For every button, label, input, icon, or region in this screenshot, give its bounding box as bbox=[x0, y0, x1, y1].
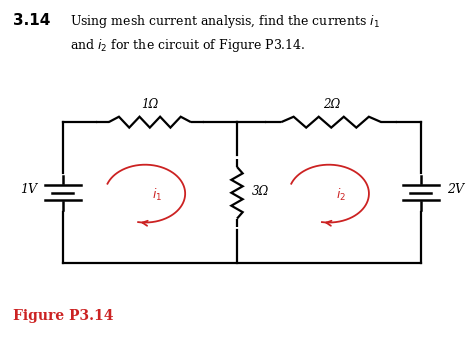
Text: and $\it{i}_{2}$ for the circuit of Figure P3.14.: and $\it{i}_{2}$ for the circuit of Figu… bbox=[70, 37, 305, 54]
Text: 1V: 1V bbox=[20, 183, 36, 196]
Text: Figure P3.14: Figure P3.14 bbox=[13, 309, 114, 323]
Text: $i_1$: $i_1$ bbox=[152, 187, 162, 203]
Text: 2V: 2V bbox=[447, 183, 464, 196]
Text: $i_2$: $i_2$ bbox=[336, 187, 346, 203]
Text: 1Ω: 1Ω bbox=[141, 98, 158, 111]
Text: 2Ω: 2Ω bbox=[323, 98, 340, 111]
Text: 3.14: 3.14 bbox=[13, 13, 51, 28]
Text: Using mesh current analysis, find the currents $\it{i}_{1}$: Using mesh current analysis, find the cu… bbox=[70, 13, 380, 30]
Text: 3Ω: 3Ω bbox=[252, 185, 269, 198]
